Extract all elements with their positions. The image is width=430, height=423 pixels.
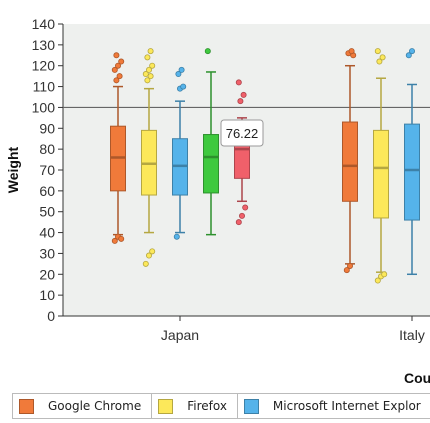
outlier-point[interactable]: [111, 237, 118, 244]
outlier-point[interactable]: [379, 54, 386, 61]
outlier-point[interactable]: [145, 66, 152, 73]
y-tick-label: 100: [32, 99, 56, 115]
outlier-point[interactable]: [144, 54, 151, 61]
box-plot: [203, 48, 219, 236]
outlier-point[interactable]: [149, 62, 156, 69]
y-tick-label: 50: [39, 204, 55, 220]
legend-item[interactable]: Microsoft Internet Explor: [238, 394, 430, 418]
legend-swatch: [19, 398, 34, 414]
outlier-point[interactable]: [346, 262, 353, 269]
outlier-point[interactable]: [408, 48, 415, 55]
box-plot: [110, 52, 126, 244]
legend: Google Chrome Firefox Microsoft Internet E…: [12, 393, 430, 419]
outlier-point[interactable]: [144, 77, 151, 84]
outlier-point[interactable]: [115, 62, 122, 69]
box-series-group: [110, 48, 420, 284]
outlier-point[interactable]: [405, 52, 412, 59]
outlier-point[interactable]: [240, 91, 247, 98]
outlier-point[interactable]: [142, 71, 149, 78]
outlier-point[interactable]: [145, 252, 152, 259]
series-group: [141, 48, 389, 284]
outlier-point[interactable]: [113, 77, 120, 84]
outlier-point[interactable]: [178, 66, 185, 73]
outlier-point[interactable]: [235, 79, 242, 86]
box-iqr[interactable]: [203, 134, 219, 194]
outlier-point[interactable]: [238, 212, 245, 219]
y-axis-ticks: 0 10 20 30 40 50 60 70 80 90 100 110 120 130 140: [32, 16, 63, 324]
box-plot: [404, 48, 420, 276]
outlier-point[interactable]: [204, 48, 211, 55]
outlier-point[interactable]: [111, 66, 118, 73]
outlier-point[interactable]: [242, 204, 249, 211]
tooltip-box: [220, 119, 264, 147]
box-plot: [342, 48, 358, 274]
legend-swatch: [243, 398, 259, 414]
outlier-point[interactable]: [343, 267, 350, 274]
box-plot: [373, 48, 389, 284]
y-tick-label: 20: [39, 266, 55, 282]
tooltip-text: 76.22: [226, 126, 259, 141]
x-tick-label: Italy: [399, 327, 425, 343]
y-tick-label: 120: [32, 58, 56, 74]
box-plot-chart: 0 10 20 30 40 50 60 70 80 90 100 110 120 130 140 Japan…: [5, 16, 430, 386]
outlier-point[interactable]: [381, 271, 388, 278]
y-tick-label: 40: [39, 225, 55, 241]
y-axis-title: Weight: [5, 146, 21, 193]
category-labels: Japan Italy: [161, 316, 425, 343]
box-iqr[interactable]: [373, 129, 389, 219]
series-group: [172, 48, 420, 276]
x-axis-title: Cou: [404, 370, 430, 386]
outlier-point[interactable]: [374, 48, 381, 55]
outlier-point[interactable]: [116, 73, 123, 80]
legend-label: Firefox: [187, 399, 227, 413]
outlier-point[interactable]: [147, 48, 154, 55]
legend-item[interactable]: Firefox: [152, 394, 238, 418]
series-group: [110, 48, 358, 274]
legend-label: Google Chrome: [48, 399, 142, 413]
box-plot: [141, 48, 157, 267]
value-tooltip: 76.22: [220, 119, 264, 147]
outlier-point[interactable]: [180, 83, 187, 90]
y-tick-label: 110: [33, 79, 56, 95]
box-plot: [172, 66, 188, 240]
box-iqr[interactable]: [342, 121, 358, 202]
y-tick-label: 140: [32, 16, 56, 32]
y-tick-label: 10: [39, 287, 55, 303]
y-tick-label: 0: [47, 308, 55, 324]
y-tick-label: 130: [32, 37, 56, 53]
box-iqr[interactable]: [404, 123, 420, 221]
legend-label: Microsoft Internet Explor: [272, 399, 421, 413]
outlier-point[interactable]: [237, 98, 244, 105]
x-tick-label: Japan: [161, 327, 199, 343]
outlier-point[interactable]: [235, 219, 242, 226]
outlier-point[interactable]: [113, 52, 120, 59]
series-group: [203, 48, 219, 236]
y-tick-label: 80: [39, 141, 55, 157]
outlier-point[interactable]: [374, 277, 381, 284]
outlier-point[interactable]: [376, 58, 383, 65]
outlier-point[interactable]: [348, 48, 355, 55]
outlier-point[interactable]: [175, 71, 182, 78]
outlier-point[interactable]: [118, 58, 125, 65]
outlier-point[interactable]: [147, 73, 154, 80]
outlier-point[interactable]: [142, 260, 149, 267]
outlier-point[interactable]: [173, 233, 180, 240]
legend-item[interactable]: Google Chrome: [13, 394, 153, 418]
outlier-point[interactable]: [149, 248, 156, 255]
y-tick-label: 60: [39, 183, 55, 199]
outlier-point[interactable]: [118, 235, 125, 242]
y-tick-label: 30: [39, 245, 55, 261]
y-tick-label: 70: [39, 162, 55, 178]
legend-swatch: [158, 398, 174, 414]
y-tick-label: 90: [39, 120, 55, 136]
